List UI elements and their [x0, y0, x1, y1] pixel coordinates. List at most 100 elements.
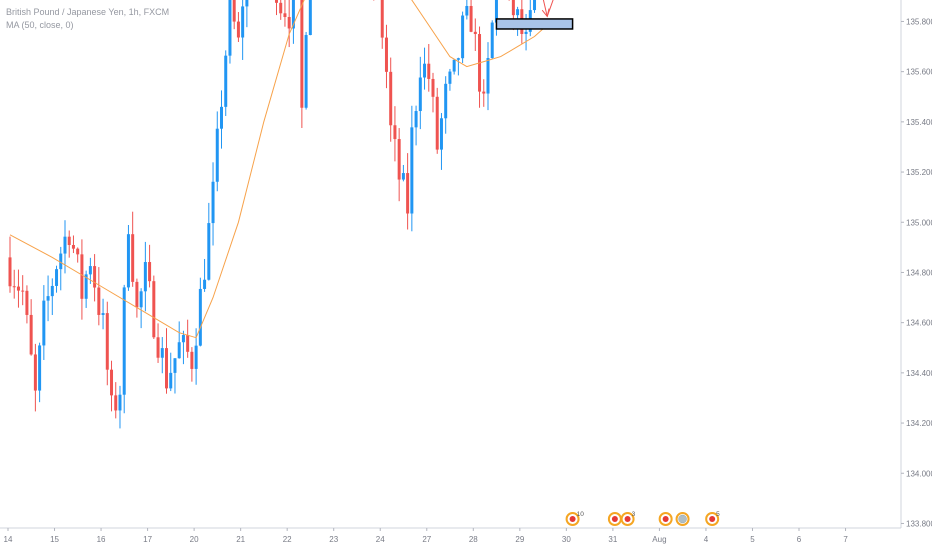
x-tick-label: 23	[329, 535, 338, 544]
y-tick-label: 134.000	[906, 469, 932, 478]
candle-body	[80, 254, 84, 299]
x-tick-label: 31	[608, 535, 617, 544]
candle-body	[287, 17, 291, 29]
candle-body	[169, 372, 173, 389]
arrows-layer	[541, 0, 554, 18]
candle-body	[38, 345, 42, 391]
candle-body	[131, 234, 135, 282]
candle-body	[42, 300, 46, 346]
x-tick-label: 20	[190, 535, 199, 544]
candle-body	[186, 335, 190, 352]
x-tick-label: 15	[50, 535, 59, 544]
event-marker-calendar[interactable]: 5	[705, 511, 720, 526]
x-tick-label: Aug	[652, 535, 666, 544]
chart-legend: British Pound / Japanese Yen, 1h, FXCM M…	[6, 6, 169, 32]
x-tick-label: 27	[422, 535, 431, 544]
candle-body	[177, 342, 181, 359]
candle-body	[228, 0, 232, 56]
candle-body	[308, 0, 312, 36]
candle-body	[241, 6, 245, 38]
candle-body	[427, 63, 431, 79]
y-tick-label: 134.400	[906, 369, 932, 378]
candle-body	[401, 173, 405, 180]
candle-body	[444, 83, 448, 119]
ma-line	[9, 0, 552, 339]
candle-body	[494, 0, 498, 23]
candle-body	[156, 337, 160, 358]
y-tick-label: 135.000	[906, 218, 932, 227]
candle-body	[482, 91, 486, 94]
event-count: 10	[577, 511, 585, 518]
flag-icon	[624, 516, 631, 522]
y-tick-label: 135.400	[906, 118, 932, 127]
candle-body	[236, 21, 240, 38]
candle-body	[194, 345, 198, 369]
event-marker-event[interactable]	[658, 512, 673, 526]
price-axis: 133.800 134.000 134.200 134.400 134.600 134.8…	[900, 0, 932, 528]
candle-body	[439, 118, 443, 150]
event-count: 3	[632, 511, 636, 518]
candle-body	[33, 354, 37, 391]
candle-body	[97, 287, 101, 315]
candle-body	[55, 269, 59, 286]
candle-body	[110, 369, 114, 396]
x-tick-label: 5	[750, 535, 755, 544]
candle-body	[207, 223, 211, 280]
candle-body	[25, 290, 29, 315]
x-tick-label: 16	[97, 535, 106, 544]
candle-body	[452, 59, 456, 72]
event-count: 5	[716, 511, 720, 518]
candle-body	[423, 63, 427, 78]
event-marker-event[interactable]	[607, 512, 622, 526]
candle-body	[50, 285, 54, 297]
candle-body	[190, 351, 194, 369]
candle-body	[93, 266, 97, 288]
candle-body	[406, 173, 410, 214]
y-tick-label: 134.200	[906, 419, 932, 428]
event-marker-globe[interactable]	[675, 512, 690, 526]
x-tick-label: 29	[515, 535, 524, 544]
candle-body	[114, 395, 118, 411]
ma-layer	[9, 0, 552, 339]
candle-body	[88, 266, 92, 275]
candle-body	[160, 348, 164, 358]
x-tick-label: 14	[4, 535, 13, 544]
candle-body	[76, 248, 80, 255]
candle-body	[135, 281, 139, 308]
candle-body	[384, 37, 388, 72]
candle-body	[291, 0, 295, 29]
x-tick-label: 22	[283, 535, 292, 544]
candle-body	[533, 0, 537, 11]
flag-icon	[569, 516, 576, 522]
x-tick-label: 17	[143, 535, 152, 544]
candle-body	[67, 236, 71, 245]
candle-body	[29, 314, 33, 355]
candle-body	[245, 0, 249, 7]
y-tick-label: 133.800	[906, 519, 932, 528]
candle-body	[126, 234, 130, 288]
x-tick-label: 7	[843, 535, 848, 544]
candle-body	[181, 335, 185, 343]
x-tick-label: 4	[704, 535, 709, 544]
candle-body	[101, 313, 105, 315]
candle-body	[232, 0, 236, 22]
event-marker-calendar[interactable]: 3	[620, 511, 636, 526]
events-layer: 10 3 5	[565, 511, 720, 526]
candle-body	[279, 2, 283, 14]
candle-body	[143, 262, 147, 292]
legend-indicator: MA (50, close, 0)	[6, 20, 74, 30]
arrow-line	[542, 0, 548, 17]
event-marker-calendar[interactable]: 10	[565, 511, 585, 526]
flag-icon	[611, 516, 618, 522]
candle-body	[105, 313, 109, 370]
x-tick-label: 28	[469, 535, 478, 544]
candle-body	[224, 55, 228, 107]
candle-body	[71, 244, 75, 249]
candle-body	[165, 348, 169, 389]
candle-body	[516, 9, 520, 16]
y-tick-label: 135.800	[906, 17, 932, 26]
candle-body	[122, 287, 126, 395]
candle-body	[473, 31, 477, 35]
candle-body	[486, 57, 490, 94]
